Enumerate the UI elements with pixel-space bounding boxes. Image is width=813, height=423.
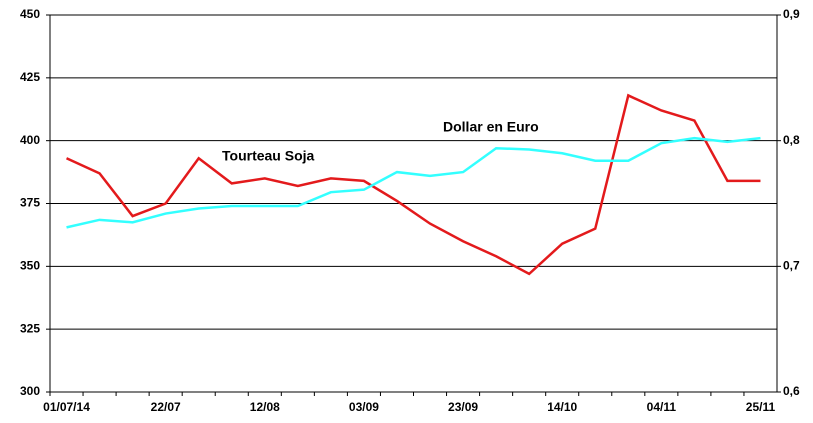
series-label: Dollar en Euro <box>443 119 539 135</box>
y2-tick-label: 0,8 <box>783 133 800 147</box>
x-tick-label: 22/07 <box>151 400 181 414</box>
y2-tick-label: 0,7 <box>783 259 800 273</box>
x-tick-label: 01/07/14 <box>43 400 90 414</box>
y-tick-label: 350 <box>20 259 40 273</box>
x-tick-label: 12/08 <box>250 400 280 414</box>
x-tick-label: 23/09 <box>448 400 478 414</box>
y-tick-label: 400 <box>20 133 40 147</box>
x-tick-label: 03/09 <box>349 400 379 414</box>
y2-tick-label: 0,6 <box>783 384 800 398</box>
series-label: Tourteau Soja <box>222 148 315 164</box>
x-tick-label: 14/10 <box>547 400 577 414</box>
line-series <box>66 93 761 276</box>
x-tick-label: 25/11 <box>746 400 776 414</box>
y-tick-label: 375 <box>20 196 40 210</box>
y-tick-label: 300 <box>20 384 40 398</box>
y2-tick-label: 0,9 <box>783 7 800 21</box>
y-tick-label: 325 <box>20 321 40 335</box>
line-series <box>66 136 761 229</box>
y-tick-label: 425 <box>20 70 40 84</box>
x-tick-label: 04/11 <box>647 400 677 414</box>
y-tick-label: 450 <box>20 7 40 21</box>
